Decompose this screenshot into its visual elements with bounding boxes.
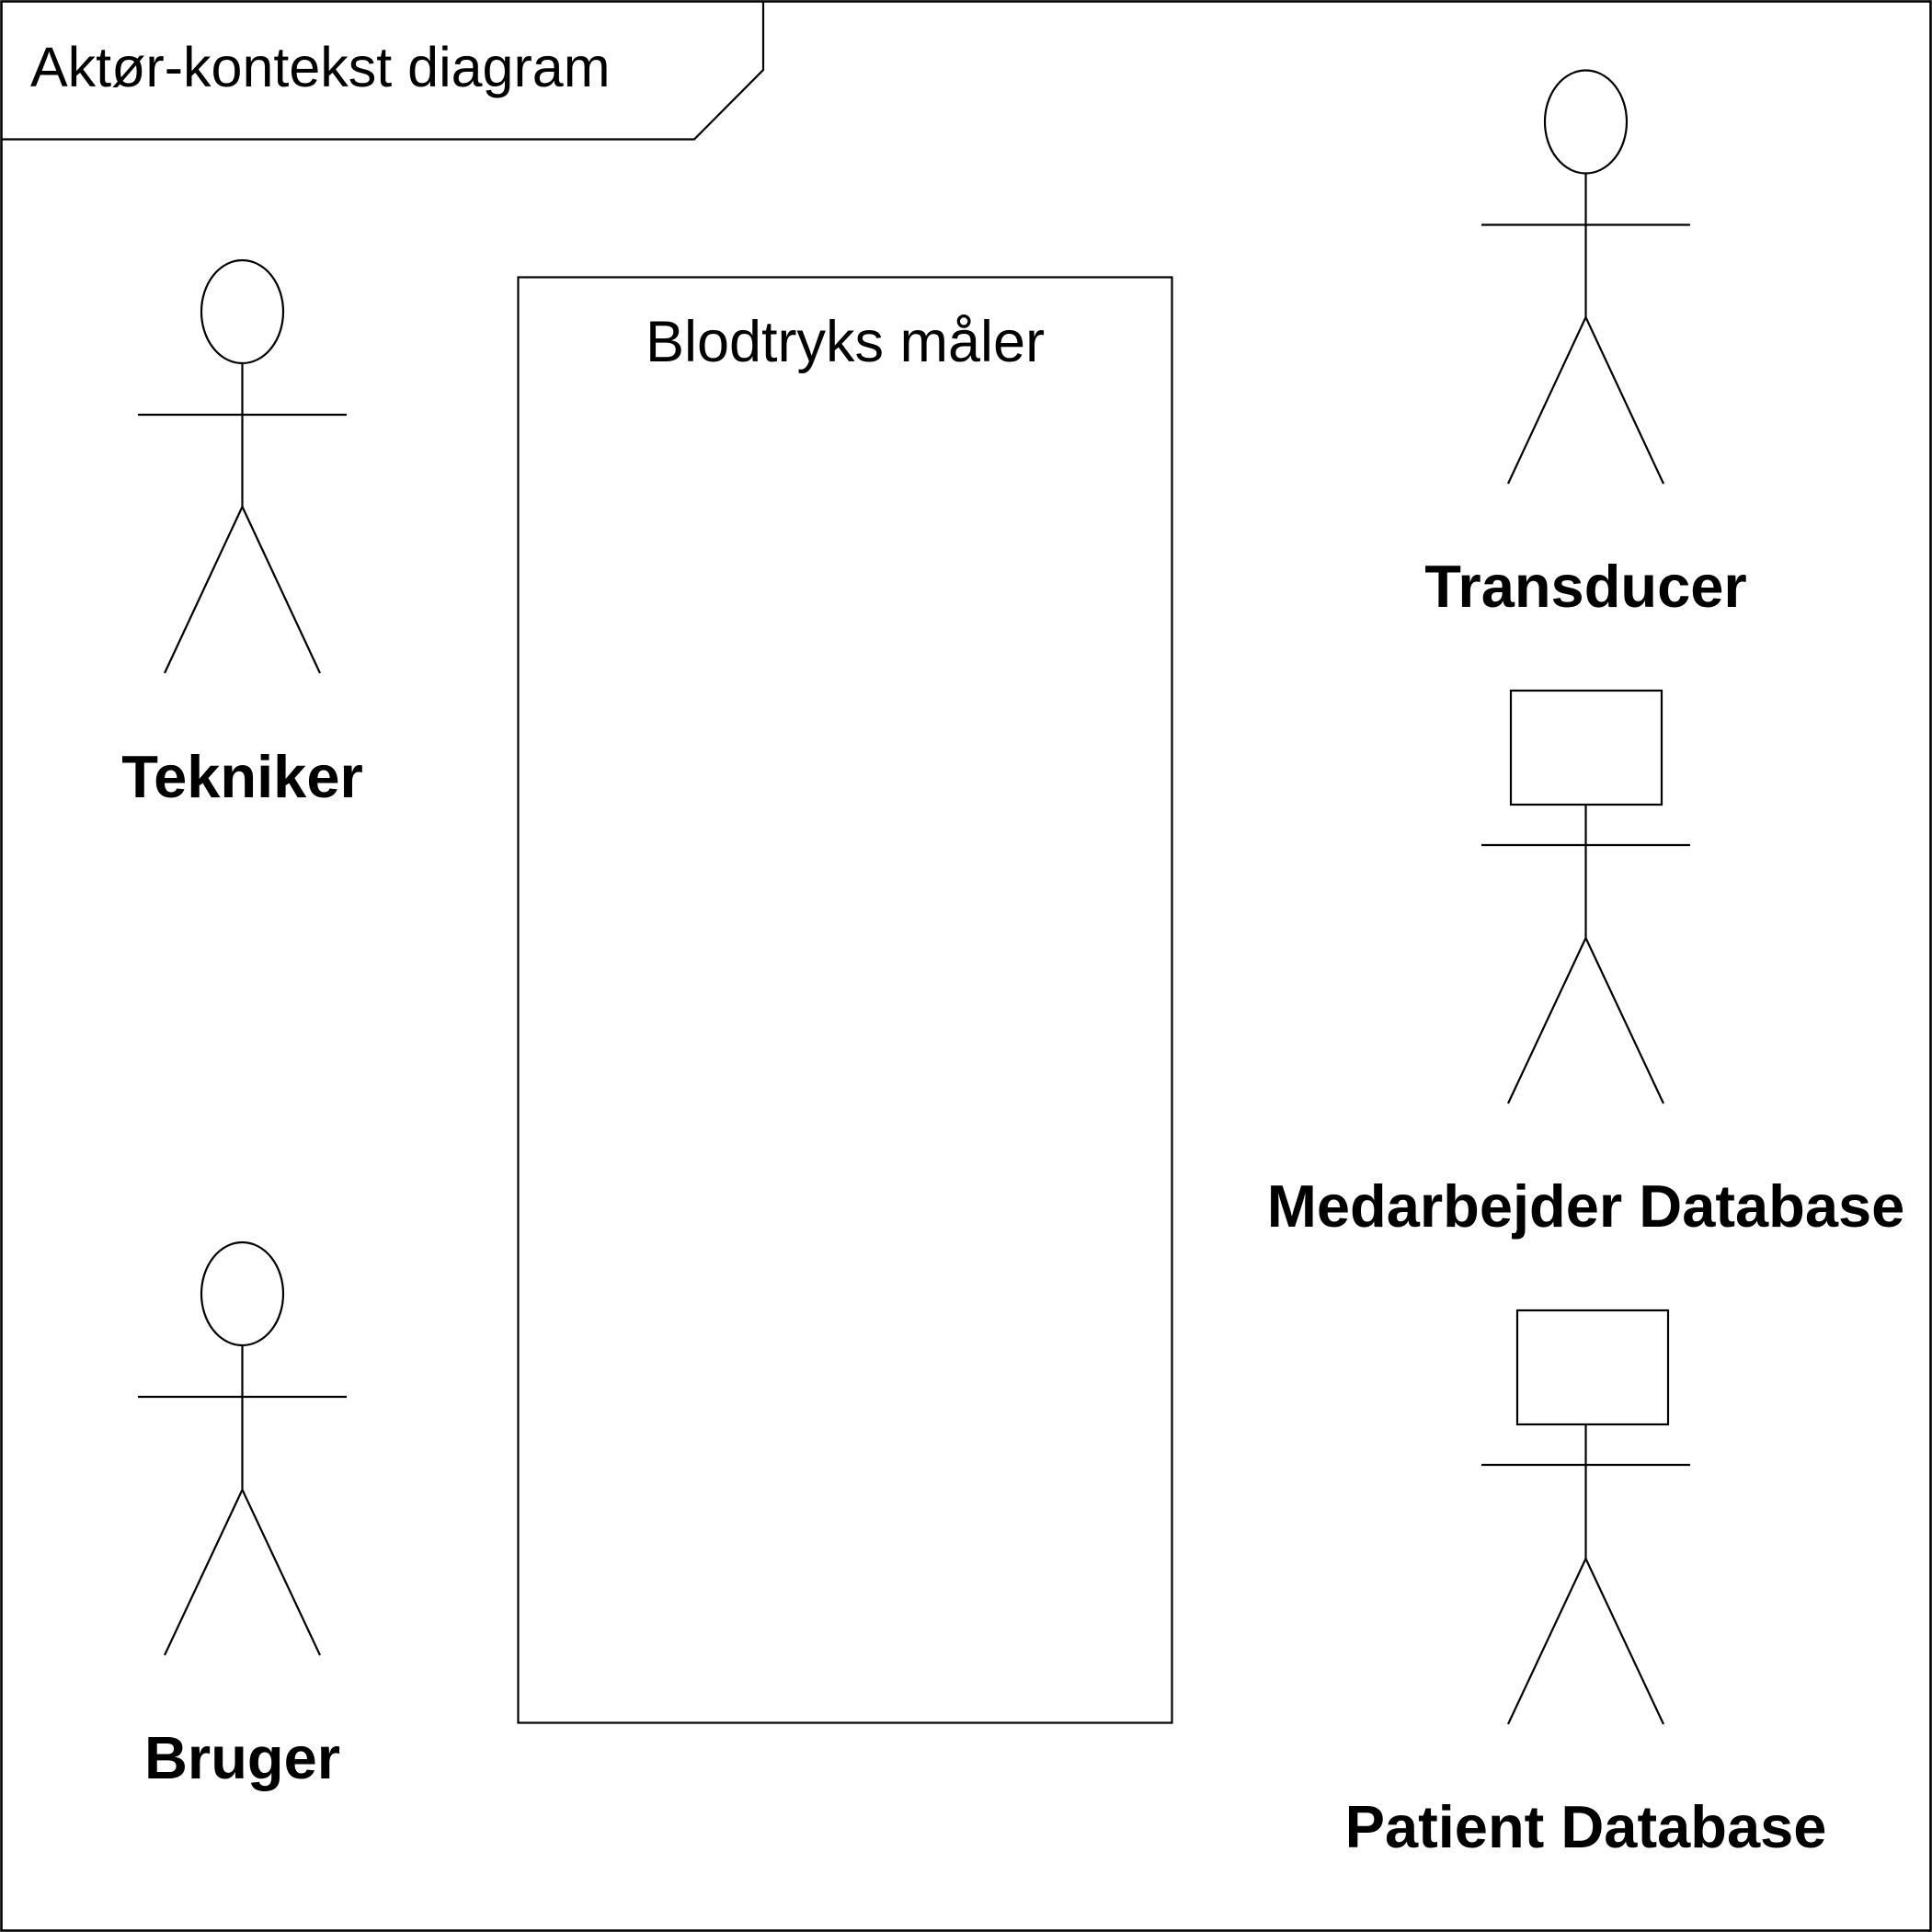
actor-medarbejder-database[interactable]: Medarbejder Database	[1267, 689, 1905, 1240]
stick-figure-icon	[1481, 69, 1690, 485]
system-box[interactable]	[517, 276, 1173, 1724]
actor-label-tekniker: Tekniker	[121, 743, 363, 810]
actor-patient-database[interactable]: Patient Database	[1345, 1309, 1827, 1860]
actor-bruger[interactable]: Bruger	[138, 1240, 347, 1791]
actor-label-transducer: Transducer	[1424, 553, 1746, 620]
actor-label-medarbejder-database: Medarbejder Database	[1267, 1172, 1905, 1240]
stick-figure-icon	[138, 258, 347, 674]
actor-label-patient-database: Patient Database	[1345, 1793, 1827, 1860]
system-name: Blodtryks måler	[646, 310, 1045, 374]
diagram-title: Aktør-kontekst diagram	[30, 36, 611, 98]
diagram-title-tab: Aktør-kontekst diagram	[1, 1, 765, 141]
system-boundary[interactable]: Blodtryks måler	[517, 276, 1173, 1724]
stick-figure-icon	[138, 1240, 347, 1656]
box-head-actor-icon	[1481, 689, 1690, 1104]
actor-tekniker[interactable]: Tekniker	[121, 258, 363, 810]
box-head-actor-icon	[1481, 1309, 1690, 1725]
actor-transducer[interactable]: Transducer	[1424, 69, 1747, 621]
actor-label-bruger: Bruger	[144, 1724, 340, 1791]
